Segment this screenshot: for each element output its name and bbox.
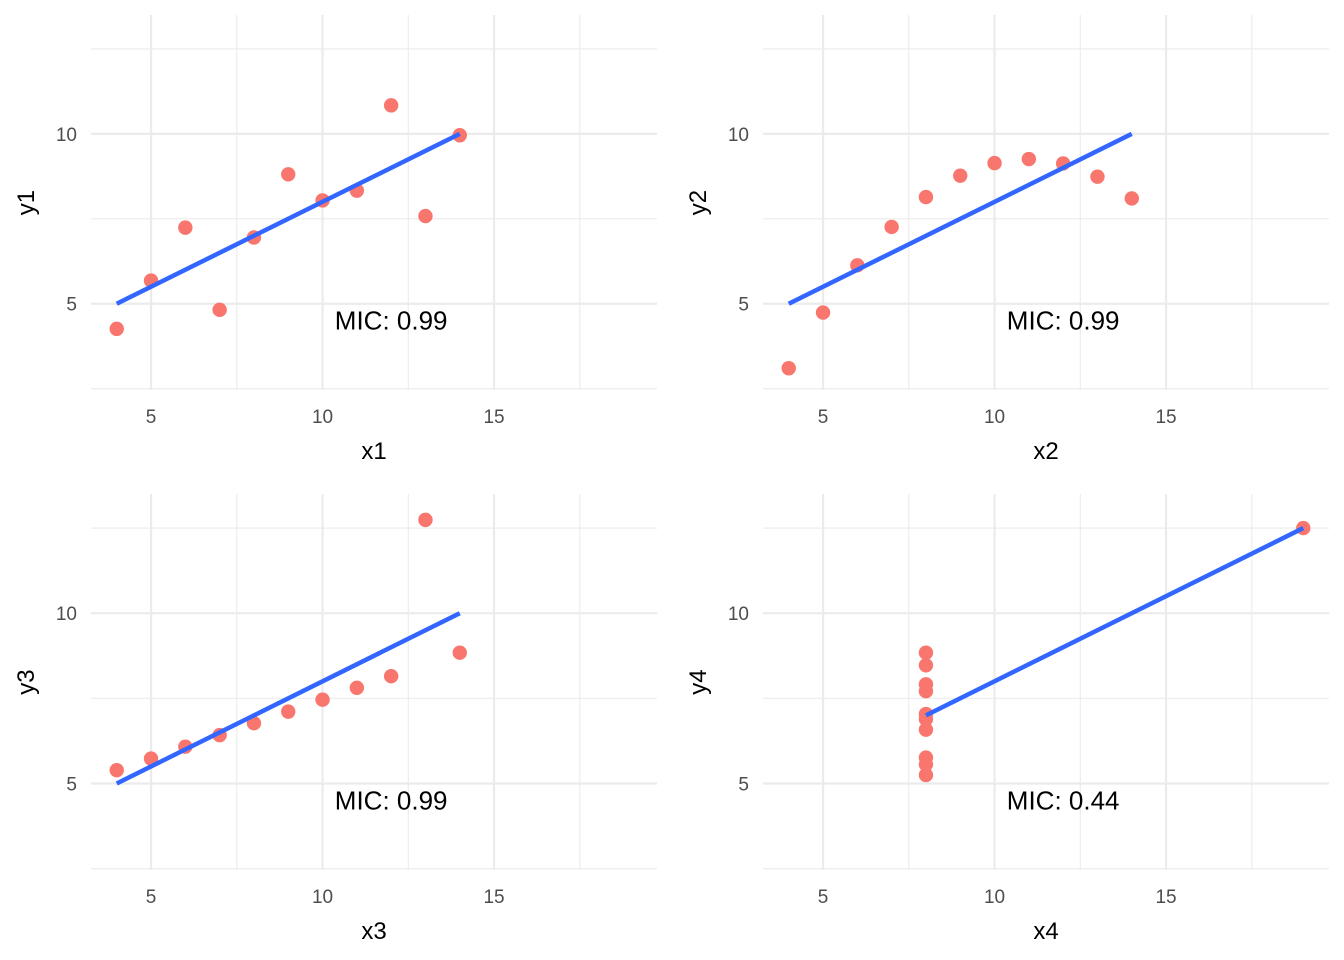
x-tick-label: 15 <box>1155 887 1176 908</box>
x-tick-label: 15 <box>483 887 504 908</box>
mic-annotation: MIC: 0.99 <box>335 786 448 816</box>
x-tick-label: 5 <box>146 407 157 428</box>
regression-line <box>115 611 461 786</box>
data-point <box>781 361 796 376</box>
y-axis-title: y3 <box>13 669 40 694</box>
x-tick-label: 10 <box>312 887 333 908</box>
data-point <box>281 704 296 719</box>
y-tick-label: 10 <box>56 125 77 146</box>
x-axis-title: x4 <box>1033 918 1058 945</box>
data-point <box>815 305 831 320</box>
data-point <box>918 189 934 205</box>
data-point <box>1090 169 1105 184</box>
y-tick-label: 5 <box>66 295 77 316</box>
data-point <box>884 219 899 235</box>
mic-annotation: MIC: 0.99 <box>1007 306 1120 336</box>
data-point <box>452 645 467 660</box>
x-axis-title: x3 <box>361 918 386 945</box>
data-point <box>383 669 399 684</box>
mic-annotation: MIC: 0.99 <box>335 306 448 336</box>
y-tick-label: 10 <box>728 125 749 146</box>
y-tick-label: 5 <box>738 774 749 795</box>
data-point <box>918 757 934 772</box>
x-tick-label: 5 <box>818 887 829 908</box>
data-point <box>109 321 124 337</box>
y-axis-title: y4 <box>685 669 712 694</box>
x-axis-title: x1 <box>361 438 386 465</box>
data-point <box>281 167 296 182</box>
y-tick-label: 5 <box>66 774 77 795</box>
panel-top-right: 5 10 15 5 10 x2 y2 MIC: 0.99 <box>685 15 1329 465</box>
data-point <box>918 645 934 660</box>
data-point <box>1021 151 1037 167</box>
data-point <box>918 767 934 783</box>
x-tick-label: 5 <box>146 887 157 908</box>
x-tick-label: 5 <box>818 407 829 428</box>
x-tick-label: 10 <box>312 407 333 428</box>
x-tick-label: 15 <box>483 407 504 428</box>
x-tick-label: 15 <box>1155 407 1176 428</box>
regression-line <box>924 526 1305 718</box>
x-tick-label: 10 <box>984 407 1005 428</box>
y-tick-label: 10 <box>728 604 749 625</box>
y-tick-label: 10 <box>56 604 77 625</box>
data-point <box>178 220 193 235</box>
data-point <box>918 658 934 673</box>
mic-annotation: MIC: 0.44 <box>1007 786 1120 816</box>
panel-bottom-left: 5 10 15 5 10 x3 y3 MIC: 0.99 <box>13 494 657 945</box>
data-point <box>1124 191 1139 206</box>
y-axis-title: y1 <box>13 190 40 215</box>
data-point <box>918 677 934 692</box>
regression-line <box>115 131 461 306</box>
y-tick-label: 5 <box>738 295 749 316</box>
data-point <box>212 302 227 318</box>
data-point <box>953 168 968 183</box>
data-point <box>109 763 124 778</box>
x-tick-label: 10 <box>984 887 1005 908</box>
data-point <box>418 208 433 224</box>
data-point <box>418 512 433 528</box>
data-point <box>383 98 399 113</box>
data-point <box>918 722 934 737</box>
regression-line <box>787 131 1133 306</box>
x-axis-title: x2 <box>1033 438 1058 465</box>
data-point <box>349 680 365 695</box>
data-point <box>987 155 1002 171</box>
data-point <box>315 692 330 707</box>
panel-bottom-right: 5 10 15 5 10 x4 y4 MIC: 0.44 <box>685 494 1329 945</box>
y-axis-title: y2 <box>685 190 712 215</box>
panel-top-left: 5 10 15 5 10 x1 y1 MIC: 0.99 <box>13 15 657 465</box>
